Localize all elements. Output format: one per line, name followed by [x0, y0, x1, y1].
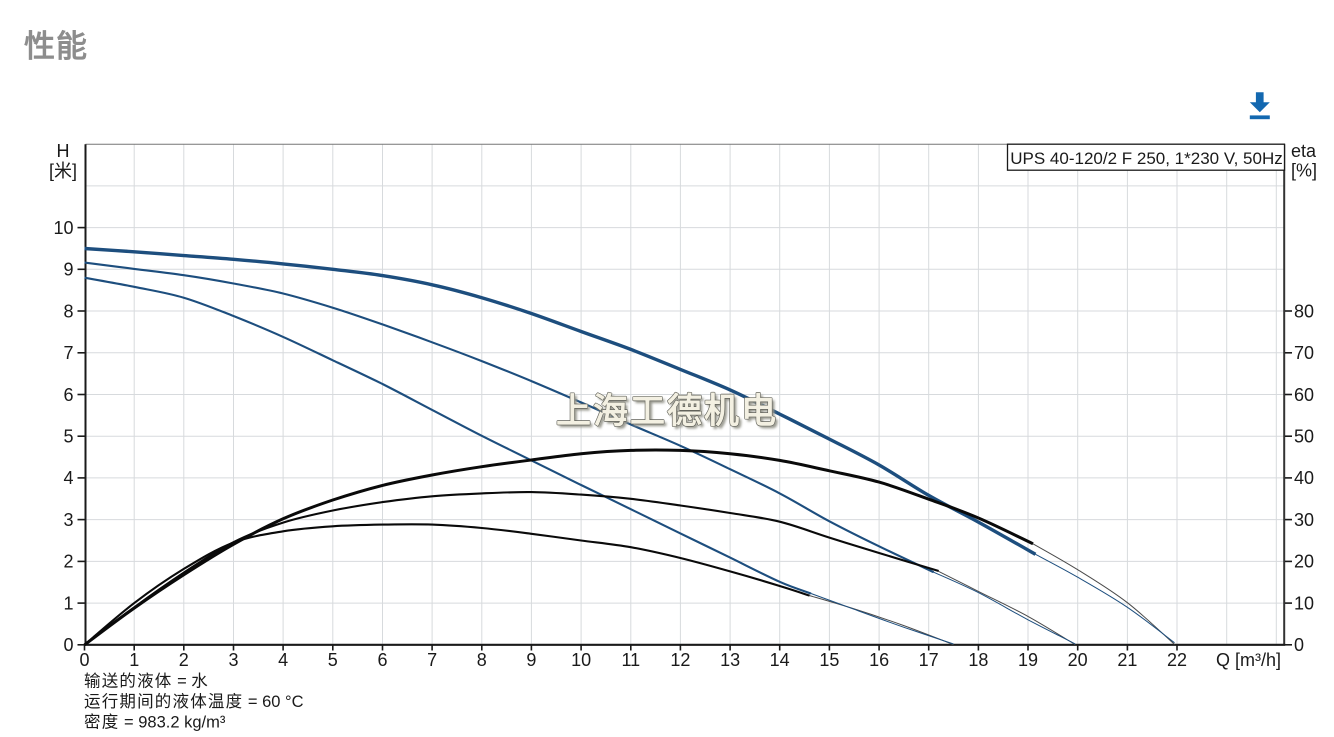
svg-text:13: 13 [720, 650, 740, 670]
svg-text:UPS 40-120/2 F 250, 1*230 V, 5: UPS 40-120/2 F 250, 1*230 V, 50Hz [1010, 149, 1283, 168]
svg-text:10: 10 [53, 218, 73, 238]
svg-text:8: 8 [63, 301, 73, 321]
svg-text:3: 3 [228, 650, 238, 670]
svg-text:6: 6 [377, 650, 387, 670]
svg-text:6: 6 [63, 385, 73, 405]
svg-text:9: 9 [526, 650, 536, 670]
svg-text:运行期间的液体温度 = 60 °C: 运行期间的液体温度 = 60 °C [84, 692, 304, 711]
svg-text:0: 0 [63, 635, 73, 655]
svg-text:输送的液体 = 水: 输送的液体 = 水 [84, 672, 208, 691]
svg-text:19: 19 [1018, 650, 1038, 670]
svg-text:11: 11 [621, 650, 640, 670]
svg-text:4: 4 [63, 468, 73, 488]
svg-text:18: 18 [968, 650, 988, 670]
svg-text:20: 20 [1068, 650, 1088, 670]
svg-text:5: 5 [328, 650, 338, 670]
svg-text:80: 80 [1294, 301, 1314, 321]
svg-text:70: 70 [1294, 343, 1314, 363]
svg-text:14: 14 [770, 650, 790, 670]
svg-text:21: 21 [1117, 650, 1137, 670]
svg-text:Q [m³/h]: Q [m³/h] [1216, 650, 1281, 670]
svg-text:7: 7 [427, 650, 437, 670]
svg-text:3: 3 [63, 510, 73, 530]
svg-text:2: 2 [63, 552, 73, 572]
svg-text:[米]: [米] [49, 161, 77, 181]
svg-text:0: 0 [1294, 635, 1304, 655]
svg-text:60: 60 [1294, 385, 1314, 405]
svg-text:9: 9 [63, 260, 73, 280]
svg-text:16: 16 [869, 650, 889, 670]
svg-text:15: 15 [819, 650, 839, 670]
svg-text:2: 2 [179, 650, 189, 670]
svg-text:[%]: [%] [1291, 161, 1317, 181]
svg-text:1: 1 [129, 650, 139, 670]
svg-text:上海工德机电: 上海工德机电 [559, 395, 781, 434]
svg-text:eta: eta [1291, 141, 1317, 161]
svg-text:上海工德机电: 上海工德机电 [556, 392, 778, 431]
svg-text:20: 20 [1294, 552, 1314, 572]
svg-text:4: 4 [278, 650, 288, 670]
svg-text:5: 5 [63, 427, 73, 447]
svg-text:22: 22 [1167, 650, 1187, 670]
svg-text:12: 12 [670, 650, 690, 670]
svg-text:17: 17 [919, 650, 939, 670]
svg-text:10: 10 [571, 650, 591, 670]
svg-text:密度 = 983.2 kg/m³: 密度 = 983.2 kg/m³ [84, 713, 226, 732]
svg-text:8: 8 [477, 650, 487, 670]
svg-text:1: 1 [63, 593, 73, 613]
svg-text:10: 10 [1294, 593, 1314, 613]
svg-text:40: 40 [1294, 468, 1314, 488]
svg-text:30: 30 [1294, 510, 1314, 530]
svg-text:H: H [57, 141, 70, 161]
svg-text:50: 50 [1294, 427, 1314, 447]
svg-text:7: 7 [63, 343, 73, 363]
svg-text:0: 0 [79, 650, 89, 670]
